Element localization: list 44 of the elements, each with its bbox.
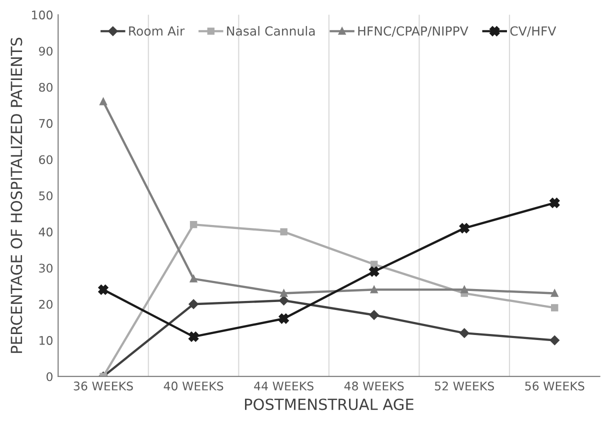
point xyxy=(551,290,558,297)
y-tick-label: 10 xyxy=(40,336,52,345)
y-tick-label: 40 xyxy=(38,228,52,236)
point xyxy=(459,223,470,234)
point xyxy=(188,299,198,309)
point xyxy=(190,220,198,228)
x-axis-title: POSTMENSTRUAL AGE xyxy=(245,398,414,410)
point xyxy=(98,284,108,295)
y-tick-label: 0 xyxy=(46,372,52,382)
point xyxy=(100,98,107,106)
x-tick-label: 56 WEEKS xyxy=(525,382,584,390)
point xyxy=(550,336,560,346)
point xyxy=(460,328,470,338)
y-tick-label: 100 xyxy=(32,10,52,20)
point xyxy=(370,260,378,268)
point xyxy=(280,228,288,236)
x-tick-label: 52 WEEKS xyxy=(434,382,494,390)
point xyxy=(460,286,468,294)
x-tick-label: 44 WEEKS xyxy=(254,382,314,390)
x-tick-label: 36 WEEKS xyxy=(74,382,133,390)
point xyxy=(279,296,289,306)
legend-label: HFNC/CPAP/NIPPV xyxy=(358,26,468,37)
point xyxy=(369,310,379,320)
y-tick-label: 50 xyxy=(39,191,52,200)
legend-label: CV/HFV xyxy=(510,26,556,37)
y-axis-title: PERCENTAGE OF HOSPITALIZED PATIENTS xyxy=(10,38,22,353)
point xyxy=(550,198,560,208)
point xyxy=(280,290,288,297)
point xyxy=(551,304,558,312)
y-tick-label: 20 xyxy=(39,300,52,309)
y-tick-label: 70 xyxy=(39,119,52,128)
point xyxy=(278,314,289,324)
x-tick-label: 48 WEEKS xyxy=(344,382,404,390)
point xyxy=(190,275,198,282)
legend-label: Room Air xyxy=(129,26,185,36)
y-tick-label: 60 xyxy=(39,155,52,164)
y-tick-label: 80 xyxy=(39,82,52,92)
point xyxy=(188,332,199,342)
x-tick-label: 40 WEEKS xyxy=(164,382,224,390)
point xyxy=(370,286,378,294)
legend-label: Nasal Cannula xyxy=(227,26,315,36)
point xyxy=(369,266,380,277)
y-tick-label: 90 xyxy=(39,46,52,56)
y-tick-label: 30 xyxy=(39,264,52,273)
